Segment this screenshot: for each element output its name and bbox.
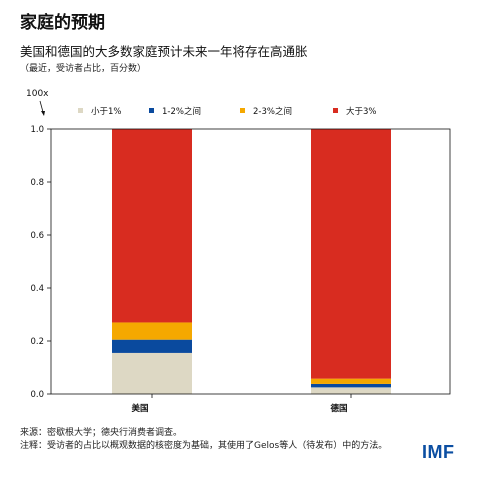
y-tick-label: 1.0 bbox=[30, 125, 44, 135]
unit-arrowhead bbox=[41, 111, 45, 116]
y-tick-label: 0.6 bbox=[30, 231, 44, 241]
bar-segment-2-4 bbox=[311, 129, 391, 379]
legend-swatch bbox=[240, 108, 245, 113]
bar-segment-2-3 bbox=[311, 378, 391, 384]
footer: 来源：密歇根大学；德央行消费者调查。 注释：受访者的占比以概观数据的核密度为基础… bbox=[20, 427, 387, 452]
legend-label: 2-3%之间 bbox=[253, 106, 292, 117]
bar-segment-1-4 bbox=[112, 129, 192, 323]
x-tick-label: 美国 bbox=[131, 403, 148, 414]
bar-segment-1-2 bbox=[112, 339, 192, 353]
imf-logo: IMF bbox=[422, 442, 455, 462]
legend-label: 大于3% bbox=[346, 106, 377, 117]
legend-label: 1-2%之间 bbox=[162, 106, 201, 117]
method-note: 注释：受访者的占比以概观数据的核密度为基础，其使用了Gelos等人（待发布）中的… bbox=[20, 440, 388, 451]
y-tick-label: 0.8 bbox=[30, 178, 44, 188]
y-unit-label: 100x bbox=[26, 89, 49, 99]
bar-segment-2-2 bbox=[311, 383, 391, 388]
x-axis: 美国 德国 bbox=[131, 394, 352, 414]
chart-title: 家庭的预期 bbox=[20, 13, 105, 33]
y-tick-label: 0.0 bbox=[30, 390, 44, 400]
plot-frame bbox=[50, 128, 451, 395]
bar-segment-1-3 bbox=[112, 322, 192, 340]
legend-label: 小于1% bbox=[91, 106, 122, 117]
legend-swatch bbox=[78, 108, 83, 113]
source-note: 来源：密歇根大学；德央行消费者调查。 bbox=[20, 428, 183, 438]
legend-swatch bbox=[333, 108, 338, 113]
legend: 小于1% 1-2%之间 2-3%之间 大于3% bbox=[78, 106, 377, 117]
legend-swatch bbox=[149, 108, 154, 113]
y-tick-label: 0.2 bbox=[30, 337, 44, 347]
bars-group bbox=[112, 129, 391, 394]
chart-note: （最近，受访者占比，百分数） bbox=[20, 64, 147, 74]
x-tick-label: 德国 bbox=[330, 403, 347, 414]
y-tick-label: 0.4 bbox=[30, 284, 44, 294]
chart-subtitle: 美国和德国的大多数家庭预计未来一年将存在高通胀 bbox=[20, 44, 308, 59]
unit-arrow bbox=[39, 100, 44, 113]
y-axis: 0.0 0.2 0.4 0.6 0.8 1.0 bbox=[30, 125, 451, 400]
bar-segment-1-1 bbox=[112, 352, 192, 394]
bar-segment-2-1 bbox=[311, 387, 391, 394]
